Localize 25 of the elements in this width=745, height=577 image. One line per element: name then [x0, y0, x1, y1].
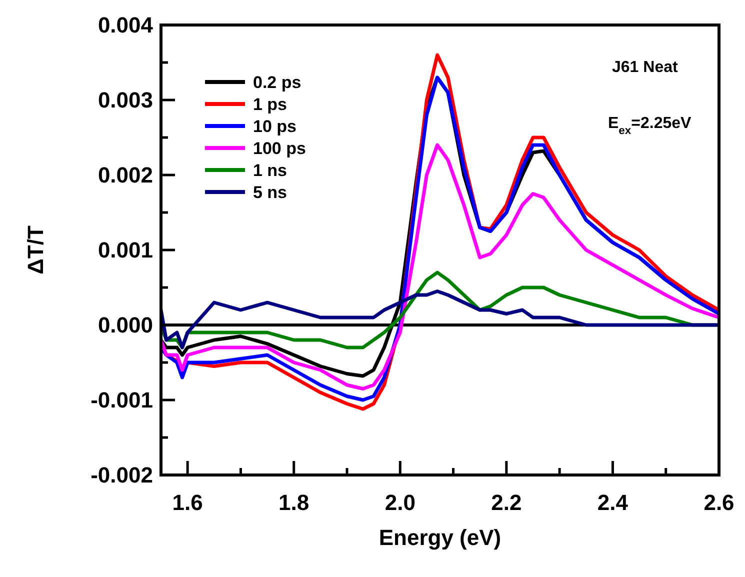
y-tick-label: 0.002	[98, 162, 153, 188]
y-tick-label: -0.002	[90, 462, 153, 488]
x-tick-label: 1.6	[172, 490, 203, 515]
legend-label: 1 ns	[253, 160, 288, 180]
y-axis-title: ΔT/T	[23, 225, 48, 274]
x-tick-label: 2.6	[704, 490, 734, 515]
y-tick-label: -0.001	[90, 388, 153, 413]
annotation: J61 Neat	[612, 59, 678, 76]
x-tick-label: 2.0	[384, 490, 416, 515]
y-tick-label: 0.001	[98, 238, 153, 263]
x-tick-label: 2.4	[597, 490, 629, 515]
legend-label: 5 ns	[253, 182, 288, 202]
y-tick-label: 0.000	[98, 312, 153, 338]
line-series	[161, 290, 719, 350]
legend-label: 10 ps	[253, 116, 296, 136]
line-series	[161, 143, 719, 390]
legend-label: 0.2 ps	[253, 72, 302, 92]
y-tick-label: 0.004	[98, 12, 154, 38]
x-axis-title: Energy (eV)	[378, 525, 502, 550]
legend-label: 1 ps	[253, 94, 288, 114]
legend-label: 100 ps	[253, 138, 306, 158]
x-tick-label: 2.2	[491, 490, 522, 515]
y-tick-label: 0.003	[98, 88, 153, 113]
x-tick-label: 1.8	[278, 490, 310, 515]
annotation: E$_{ex}$=2.25eV	[608, 115, 692, 137]
